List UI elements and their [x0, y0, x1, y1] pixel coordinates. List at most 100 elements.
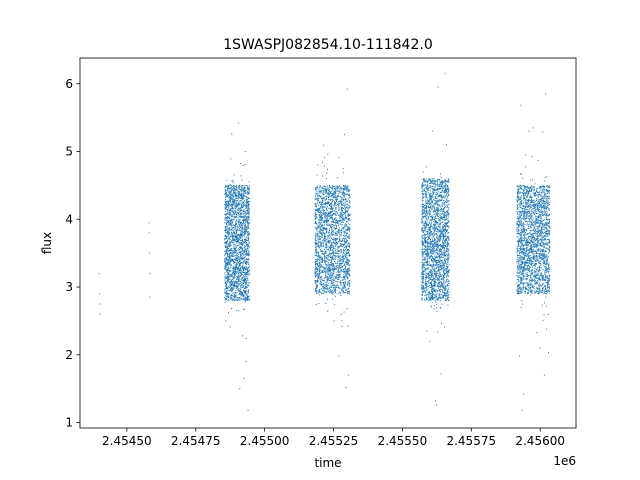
data-point — [330, 205, 332, 207]
data-point — [326, 218, 328, 220]
data-point — [325, 285, 327, 287]
data-point — [238, 207, 240, 209]
data-point — [232, 283, 234, 285]
data-point — [232, 299, 234, 301]
data-point — [245, 292, 247, 294]
data-point — [241, 233, 243, 235]
data-point — [339, 234, 341, 236]
data-point — [345, 210, 347, 212]
data-point — [327, 153, 329, 155]
data-point — [233, 277, 235, 279]
data-point — [320, 209, 322, 211]
data-point — [233, 294, 235, 296]
data-point — [239, 261, 241, 262]
data-point — [322, 212, 324, 214]
data-point — [345, 221, 347, 223]
data-point — [318, 261, 320, 263]
data-point — [233, 200, 235, 202]
data-point — [348, 226, 350, 228]
data-point — [427, 248, 428, 250]
data-point — [225, 235, 227, 237]
data-point — [237, 221, 239, 223]
data-point — [320, 243, 322, 245]
data-point — [238, 283, 240, 285]
data-point — [345, 273, 347, 275]
data-point — [244, 196, 246, 198]
data-point — [336, 267, 338, 269]
data-point — [233, 251, 235, 253]
data-point — [237, 187, 239, 189]
data-point — [246, 281, 248, 283]
data-point — [326, 256, 328, 258]
data-point — [329, 264, 331, 266]
data-point — [225, 247, 227, 249]
data-point — [323, 223, 325, 225]
data-point — [328, 268, 330, 270]
data-point — [232, 267, 234, 269]
data-point — [248, 189, 250, 191]
data-point — [425, 273, 427, 275]
data-point — [426, 250, 428, 252]
data-point — [225, 208, 227, 210]
data-point — [342, 238, 344, 239]
data-point — [330, 212, 332, 214]
data-point — [243, 190, 245, 192]
data-point — [322, 200, 324, 202]
data-point — [227, 294, 229, 296]
data-point — [345, 261, 347, 263]
data-point — [319, 272, 321, 274]
data-point — [318, 259, 320, 261]
data-point — [315, 261, 317, 263]
data-point — [248, 227, 250, 229]
data-point — [335, 221, 337, 223]
data-point — [434, 289, 436, 291]
data-point — [240, 244, 242, 246]
data-point — [324, 252, 326, 254]
data-point — [320, 191, 322, 193]
data-point — [319, 190, 321, 192]
data-point — [232, 240, 234, 242]
data-point — [333, 254, 335, 256]
data-point — [323, 212, 325, 214]
data-point — [233, 271, 235, 273]
data-point — [227, 258, 229, 260]
data-point — [233, 273, 235, 275]
data-point — [348, 194, 350, 196]
data-point — [328, 202, 330, 204]
data-point — [334, 289, 336, 291]
data-point — [238, 248, 240, 250]
data-point — [325, 236, 327, 238]
data-point — [228, 281, 230, 283]
data-point — [335, 219, 337, 221]
data-point — [240, 230, 242, 232]
data-point — [342, 257, 344, 259]
data-point — [434, 202, 436, 204]
data-point — [236, 185, 238, 187]
data-point — [325, 227, 327, 229]
data-point — [248, 254, 250, 256]
data-point — [239, 294, 241, 296]
data-point — [317, 210, 319, 212]
data-point — [245, 207, 247, 209]
data-point — [228, 185, 230, 187]
data-point — [324, 221, 326, 223]
data-point — [321, 288, 323, 290]
data-point — [335, 189, 337, 191]
data-point — [244, 200, 246, 202]
data-point — [315, 207, 317, 209]
data-point — [235, 283, 237, 285]
data-point — [338, 193, 340, 195]
data-point — [324, 200, 326, 202]
data-point — [237, 198, 239, 200]
data-point — [316, 280, 318, 282]
data-point — [319, 263, 321, 265]
data-point — [239, 255, 241, 257]
data-point — [345, 254, 347, 256]
data-point — [228, 190, 230, 192]
data-point — [317, 269, 318, 271]
data-point — [243, 218, 245, 220]
data-point — [236, 257, 238, 259]
data-point — [336, 220, 338, 222]
data-point — [248, 295, 250, 297]
data-point — [337, 255, 339, 257]
